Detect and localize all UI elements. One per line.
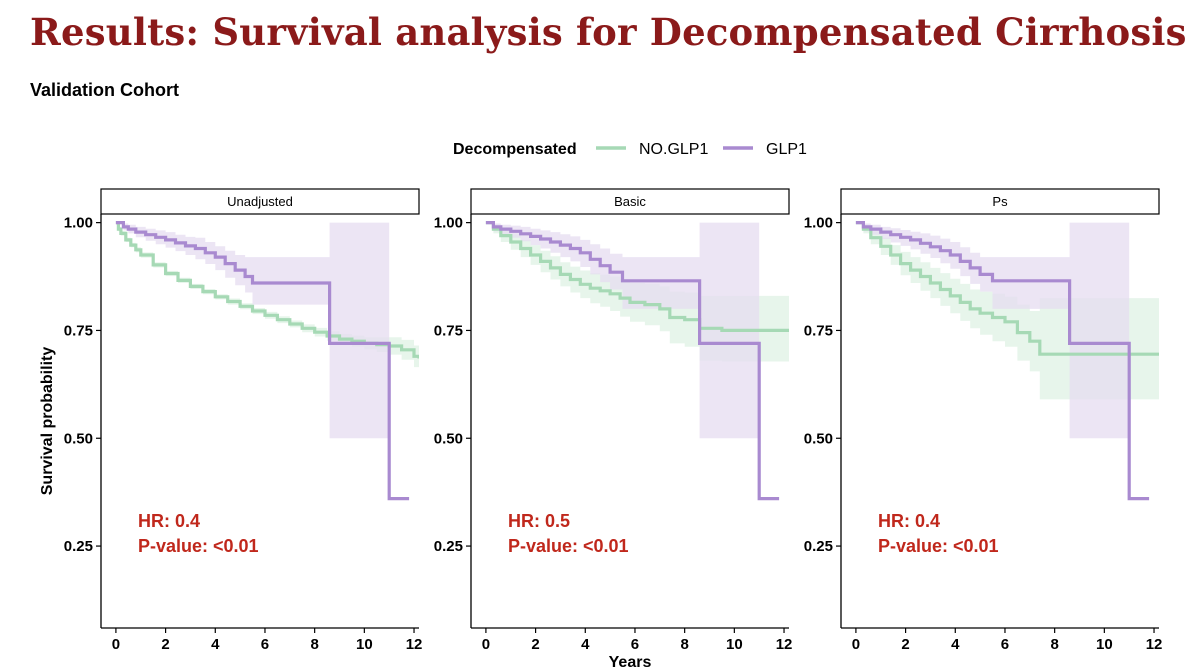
ci-band-glp1 <box>485 222 780 499</box>
y-tick-label: 0.25 <box>804 538 833 555</box>
y-tick-label: 0.75 <box>434 322 463 339</box>
facet-basic: Basic 1.00 0.75 0.50 0.25 0 2 4 6 8 10 12 HR: 0.5 P-v… <box>434 188 793 653</box>
legend-label: GLP1 <box>766 141 807 158</box>
hr-annotation: HR: 0.4 <box>878 511 940 531</box>
facet-data <box>115 221 419 501</box>
x-tick-label: 2 <box>161 636 169 653</box>
hr-annotation: HR: 0.4 <box>138 511 200 531</box>
y-tick-label: 1.00 <box>434 215 463 232</box>
x-tick-label: 10 <box>1096 636 1113 653</box>
x-tick-label: 0 <box>482 636 490 653</box>
cohort-subtitle: Validation Cohort <box>30 80 180 100</box>
x-tick-label: 4 <box>581 636 590 653</box>
survival-curve-no-glp1 <box>485 221 789 332</box>
y-tick-label: 0.25 <box>64 538 93 555</box>
x-tick-label: 6 <box>1001 636 1009 653</box>
p-value-annotation: P-value: <0.01 <box>878 536 999 556</box>
x-tick-label: 6 <box>261 636 269 653</box>
facet-ps: Ps 1.00 0.75 0.50 0.25 0 2 4 6 8 10 12 HR: 0.4 P-valu… <box>804 188 1163 653</box>
facet-strip <box>840 188 1160 215</box>
x-tick-label: 12 <box>776 636 793 653</box>
facet-strip-label: Unadjusted <box>227 194 293 209</box>
facet-strip <box>100 188 420 215</box>
survival-curve-glp1 <box>855 221 1150 501</box>
facet-strip-label: Basic <box>614 194 646 209</box>
slide-title: Results: Survival analysis for Decompens… <box>30 10 1187 54</box>
y-tick-label: 0.75 <box>804 322 833 339</box>
y-tick-label: 0.50 <box>64 430 93 447</box>
x-tick-label: 4 <box>211 636 220 653</box>
facet-strip <box>470 188 790 215</box>
y-tick-label: 0.75 <box>64 322 93 339</box>
x-tick-label: 10 <box>726 636 743 653</box>
y-tick-label: 0.25 <box>434 538 463 555</box>
facet-data <box>485 221 789 501</box>
y-tick-label: 0.50 <box>434 430 463 447</box>
facet-data <box>855 221 1159 501</box>
x-tick-label: 2 <box>531 636 539 653</box>
y-tick-label: 0.50 <box>804 430 833 447</box>
facet-unadjusted: Unadjusted 1.00 0.75 0.50 0.25 0 2 4 6 8 10 12 HR: 0… <box>64 188 423 653</box>
ci-band-glp1 <box>855 222 1150 499</box>
survival-curve-glp1 <box>115 221 410 501</box>
x-tick-label: 0 <box>852 636 860 653</box>
legend-label: NO.GLP1 <box>639 141 708 158</box>
p-value-annotation: P-value: <0.01 <box>138 536 259 556</box>
y-tick-label: 1.00 <box>804 215 833 232</box>
x-tick-label: 2 <box>901 636 909 653</box>
survival-curve-glp1 <box>485 221 780 501</box>
x-tick-label: 12 <box>406 636 423 653</box>
x-tick-label: 0 <box>112 636 120 653</box>
x-axis-title: Years <box>609 654 652 669</box>
survival-curve-no-glp1 <box>855 221 1159 356</box>
x-tick-label: 6 <box>631 636 639 653</box>
x-tick-label: 8 <box>680 636 688 653</box>
x-tick-label: 10 <box>356 636 373 653</box>
y-axis-title: Survival probability <box>39 347 56 496</box>
x-tick-label: 12 <box>1146 636 1163 653</box>
legend-title: Decompensated <box>453 141 577 158</box>
ci-band-glp1 <box>115 222 410 499</box>
facet-strip-label: Ps <box>992 194 1008 209</box>
p-value-annotation: P-value: <0.01 <box>508 536 629 556</box>
x-tick-label: 8 <box>310 636 318 653</box>
x-tick-label: 4 <box>951 636 960 653</box>
hr-annotation: HR: 0.5 <box>508 511 570 531</box>
y-tick-label: 1.00 <box>64 215 93 232</box>
x-tick-label: 8 <box>1050 636 1058 653</box>
